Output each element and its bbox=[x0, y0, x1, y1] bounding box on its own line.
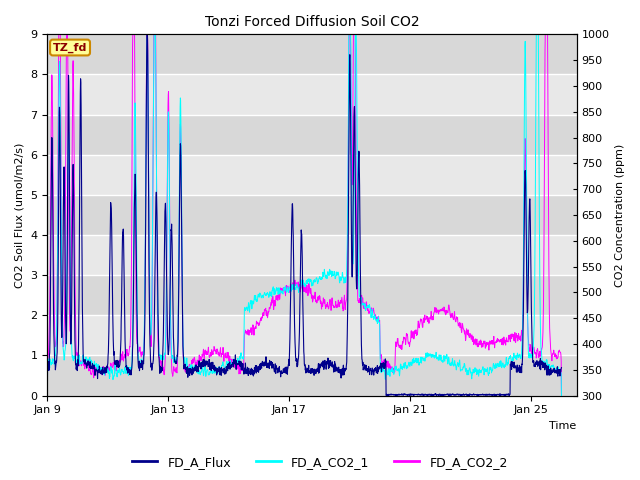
Legend: FD_A_Flux, FD_A_CO2_1, FD_A_CO2_2: FD_A_Flux, FD_A_CO2_1, FD_A_CO2_2 bbox=[127, 451, 513, 474]
Bar bbox=[47, 195, 577, 235]
Bar bbox=[47, 355, 577, 396]
Bar bbox=[47, 315, 577, 355]
Bar bbox=[47, 115, 577, 155]
Bar bbox=[47, 155, 577, 195]
Y-axis label: CO2 Concentration (ppm): CO2 Concentration (ppm) bbox=[615, 144, 625, 287]
Y-axis label: CO2 Soil Flux (umol/m2/s): CO2 Soil Flux (umol/m2/s) bbox=[15, 142, 25, 288]
Bar bbox=[47, 235, 577, 275]
Text: Time: Time bbox=[549, 421, 577, 431]
Bar bbox=[47, 35, 577, 74]
Bar bbox=[47, 74, 577, 115]
Title: Tonzi Forced Diffusion Soil CO2: Tonzi Forced Diffusion Soil CO2 bbox=[205, 15, 419, 29]
Text: TZ_fd: TZ_fd bbox=[53, 42, 87, 53]
Bar bbox=[47, 275, 577, 315]
